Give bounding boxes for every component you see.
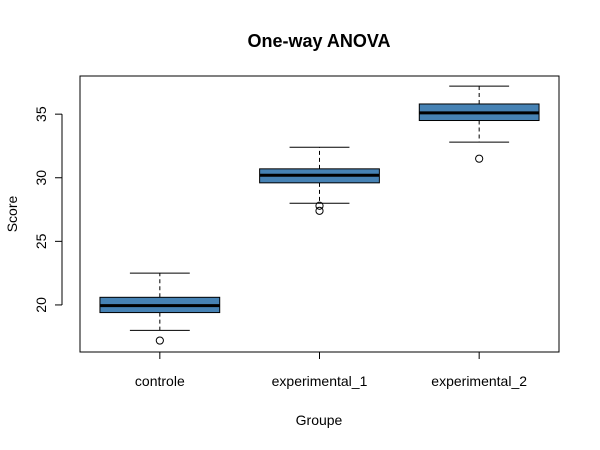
box-experimental_1: [259, 146, 380, 215]
box-group: [99, 85, 540, 345]
x-axis: controle experimental_1 experimental_2: [135, 351, 527, 389]
x-axis-label: Groupe: [296, 412, 343, 428]
chart-title: One-way ANOVA: [247, 31, 390, 51]
outlier-point: [315, 201, 324, 210]
y-tick-label: 20: [33, 297, 49, 313]
x-tick-label: controle: [135, 373, 185, 389]
box-controle: [99, 272, 221, 345]
x-tick-label: experimental_2: [431, 373, 527, 389]
y-axis-label: Score: [4, 196, 20, 233]
outlier-point: [475, 154, 484, 163]
x-tick-label: experimental_1: [272, 373, 368, 389]
y-tick-label: 25: [33, 233, 49, 249]
y-axis: 20 25 30 35: [33, 106, 63, 313]
box-experimental_2: [418, 85, 540, 163]
y-tick-label: 35: [33, 106, 49, 122]
y-tick-label: 30: [33, 170, 49, 186]
outlier-point: [155, 336, 164, 345]
outlier-point: [315, 206, 324, 215]
